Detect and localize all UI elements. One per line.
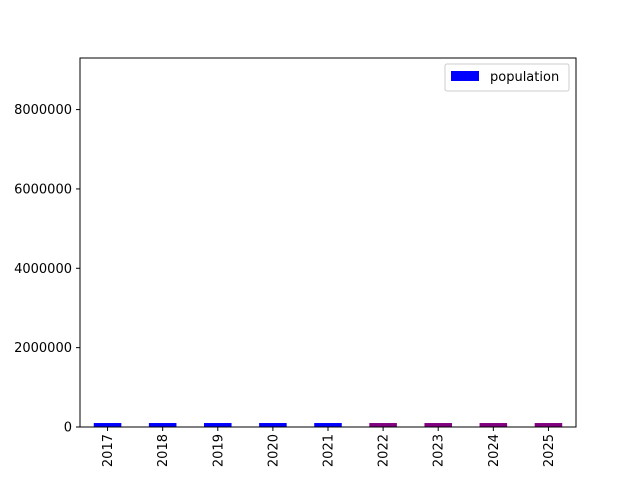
y-tick-label: 4000000 xyxy=(14,262,72,277)
x-tick-label: 2017 xyxy=(101,434,116,467)
x-tick-label: 2019 xyxy=(211,434,226,467)
x-tick-label: 2020 xyxy=(266,434,281,467)
bar-2019 xyxy=(204,423,232,427)
y-tick-label: 6000000 xyxy=(14,182,72,197)
bar-2024 xyxy=(479,423,508,427)
x-tick-label: 2021 xyxy=(322,434,337,467)
y-axis: 0 2000000 4000000 6000000 8000000 xyxy=(14,103,80,436)
legend-label: population xyxy=(490,70,559,85)
y-tick-label: 8000000 xyxy=(14,103,72,118)
bar-2020 xyxy=(259,423,287,427)
legend-box xyxy=(444,63,570,92)
legend-swatch xyxy=(451,71,479,81)
legend: population xyxy=(444,63,570,92)
bar-2022 xyxy=(369,423,397,427)
x-axis: 2017 2018 2019 2020 2021 2022 2023 2024 2025 xyxy=(101,427,557,467)
bar-2017 xyxy=(93,423,122,427)
x-tick-label: 2018 xyxy=(156,434,171,467)
bar-2025 xyxy=(534,423,563,427)
y-tick-label: 2000000 xyxy=(14,341,72,356)
bars-group xyxy=(93,423,563,427)
bar-2021 xyxy=(314,423,342,427)
bar-2023 xyxy=(424,423,452,427)
y-tick-label: 0 xyxy=(64,421,72,436)
plot-frame xyxy=(79,57,577,428)
x-tick-label: 2023 xyxy=(432,434,447,467)
bar-2018 xyxy=(148,423,177,427)
x-tick-label: 2025 xyxy=(542,434,557,467)
x-tick-label: 2022 xyxy=(377,434,392,467)
x-tick-label: 2024 xyxy=(487,434,502,467)
plot-area xyxy=(80,58,576,427)
